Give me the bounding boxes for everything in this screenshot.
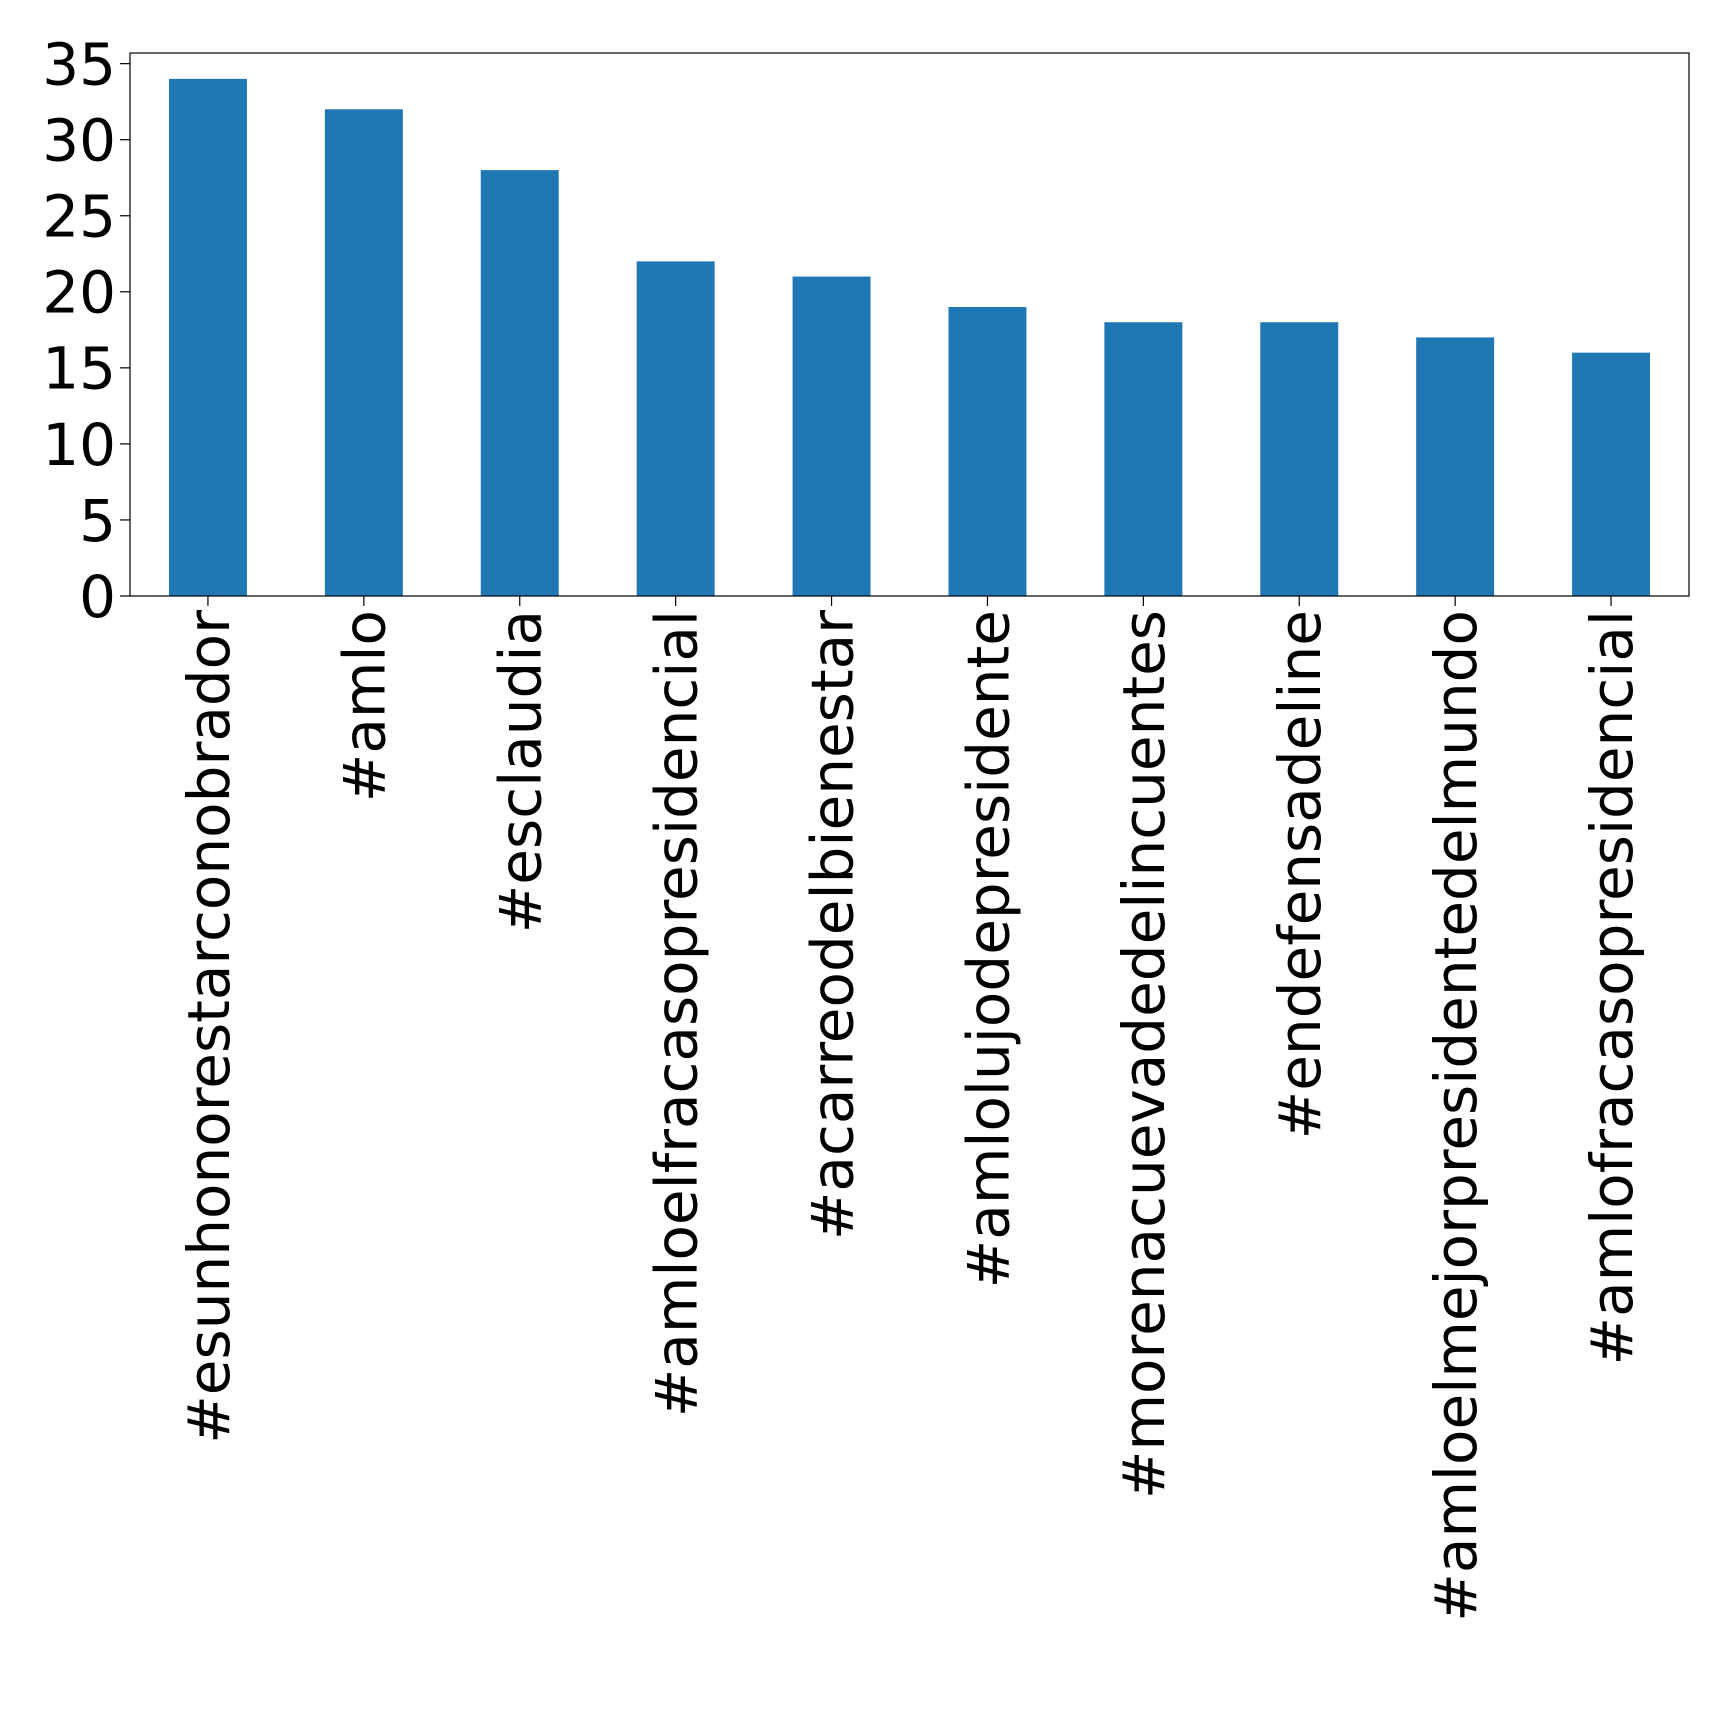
x-tick-label: #endefensadeline	[1266, 610, 1334, 1139]
x-tick-label: #acarreodelbienestar	[798, 610, 866, 1240]
y-tick-label: 0	[79, 563, 116, 631]
bar	[1104, 322, 1183, 596]
bar	[792, 276, 871, 596]
y-tick-label: 30	[42, 107, 116, 175]
x-tick-label: #morenacuevadedelincuentes	[1110, 610, 1178, 1499]
y-tick-label: 10	[42, 411, 116, 479]
bar	[1416, 337, 1495, 596]
axes-frame	[129, 52, 1690, 597]
x-tick-label: #amlofracasopresidencial	[1578, 610, 1646, 1366]
y-tick-label: 15	[42, 335, 116, 403]
y-tick-label: 5	[79, 487, 116, 555]
y-axis: 0 5 10 15 20 25 30 35	[42, 31, 130, 631]
bars-layer	[168, 78, 1651, 597]
x-tick-label: #amloelfracasopresidencial	[643, 610, 711, 1417]
x-tick-label: #amlolujodepresidente	[954, 610, 1022, 1288]
bar	[1260, 322, 1339, 596]
bar	[948, 307, 1027, 596]
bar	[636, 261, 715, 596]
x-tick-label: #esclaudia	[487, 610, 555, 933]
x-tick-label: #esunhonorestarconobrador	[175, 610, 243, 1444]
bar	[324, 109, 403, 596]
y-tick-label: 25	[42, 183, 116, 251]
y-tick-label: 20	[42, 259, 116, 327]
x-axis: #esunhonorestarconobrador #amlo #esclaudia…	[175, 596, 1646, 1622]
y-tick-label: 35	[42, 31, 116, 99]
bar	[168, 78, 247, 597]
bar	[480, 170, 559, 596]
x-tick-label: #amlo	[331, 610, 399, 802]
bar	[1572, 352, 1651, 596]
x-tick-label: #amloelmejorpresidentedelmundo	[1422, 610, 1490, 1622]
